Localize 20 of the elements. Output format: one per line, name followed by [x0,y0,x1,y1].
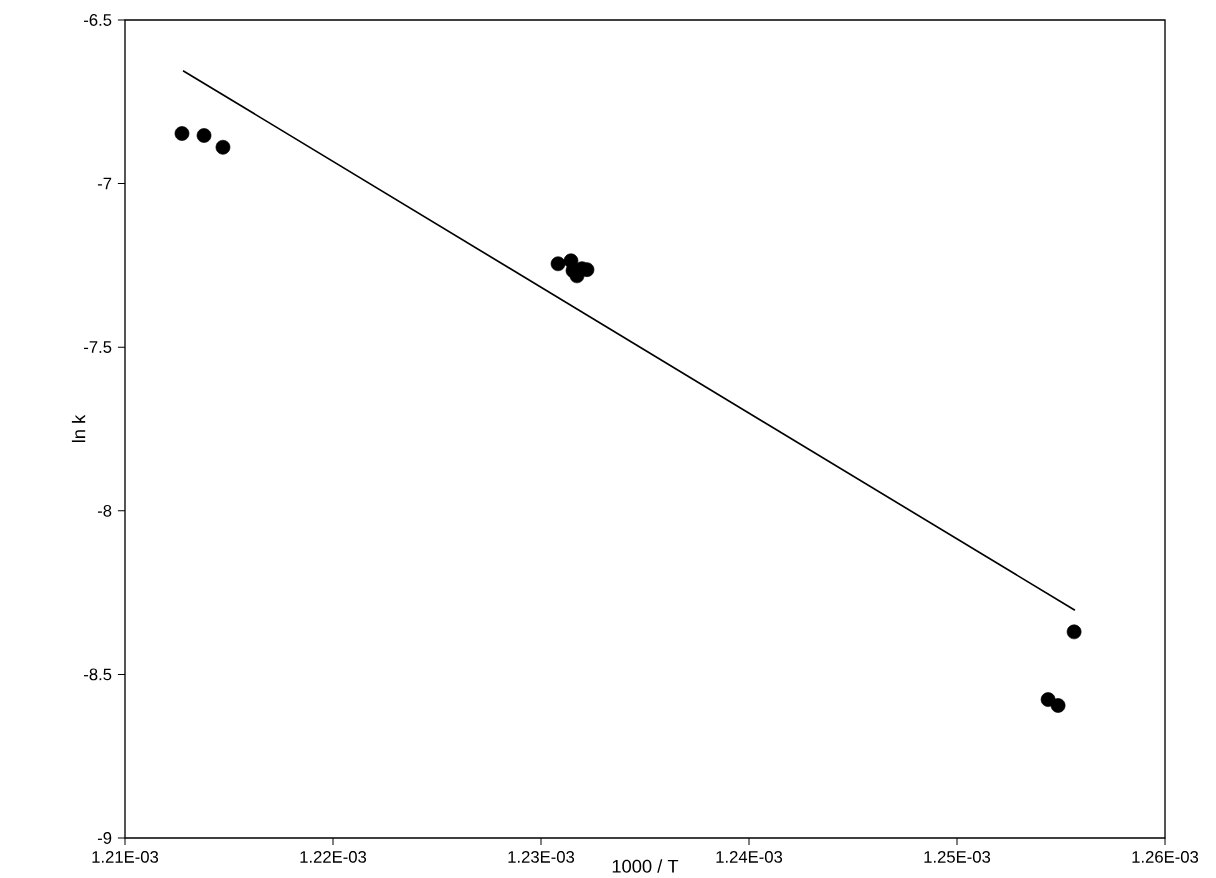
y-tick-label: -6.5 [84,14,112,26]
point [1050,698,1066,713]
point [1066,624,1082,640]
y-tick-label: -8.5 [84,668,112,681]
y-tick-label: -9 [97,832,112,844]
x-tick-label: 1.26E-03 [1132,851,1199,863]
x-tick-label: 1.24E-03 [716,851,783,863]
y-tick-label: -7.5 [84,341,112,353]
x-tick-label: 1.21E-03 [92,851,159,863]
y-axis-title: ln k [71,414,86,443]
point [196,128,212,143]
x-tick-label: 1.25E-03 [924,851,991,863]
point [550,256,566,272]
x-tick-label: 1.23E-03 [508,851,575,863]
y-tick-label: -7 [97,177,112,190]
point [215,139,231,155]
point [174,126,190,141]
x-axis-title: 1000 / T [612,859,679,873]
y-tick-label: -8 [97,504,112,517]
x-tick-label: 1.22E-03 [300,851,367,863]
